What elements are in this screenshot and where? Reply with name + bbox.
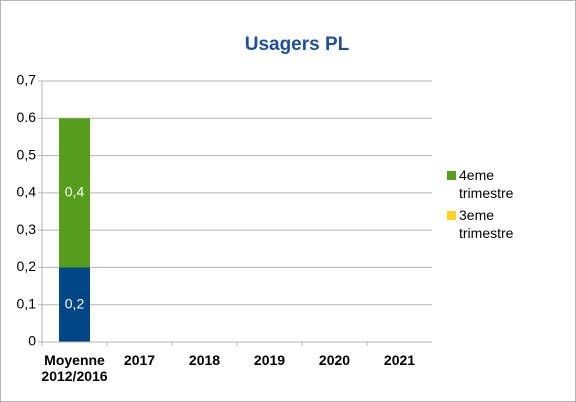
chart-title: Usagers PL — [245, 34, 350, 55]
x-tick-label: 2020 — [318, 352, 351, 368]
data-label: 0 — [201, 325, 209, 341]
y-tick-label: 0.6 — [17, 109, 37, 125]
y-tick-label: 0 — [28, 333, 36, 349]
legend-swatch — [447, 211, 456, 220]
data-label: 0 — [266, 325, 274, 341]
data-label: 0 — [396, 325, 404, 341]
x-tick-label: 2017 — [123, 352, 156, 368]
data-label: 0 — [136, 325, 144, 341]
data-label: 0 — [136, 325, 144, 341]
data-label: 0 — [331, 325, 339, 341]
data-label: 0,2 — [65, 295, 85, 311]
y-tick-label: 0,3 — [17, 221, 37, 237]
legend-label: 4eme trimestre — [459, 167, 514, 201]
legend-swatch — [447, 171, 456, 180]
x-tick-label: 2019 — [253, 352, 286, 368]
legend-label: 3eme trimestre — [459, 207, 514, 241]
x-tick-label: 2018 — [188, 352, 221, 368]
data-label: 0,4 — [65, 184, 85, 200]
y-tick-label: 0,7 — [17, 72, 37, 88]
x-tick-label: 2021 — [383, 352, 416, 368]
bar-segment — [59, 118, 90, 268]
y-tick-label: 0,1 — [17, 295, 37, 311]
y-tick-label: 0,2 — [17, 258, 37, 274]
data-label: 0 — [396, 325, 404, 341]
data-label: 0 — [331, 325, 339, 341]
y-tick-label: 0,5 — [17, 146, 37, 162]
data-label: 0 — [266, 325, 274, 341]
y-tick-label: 0,4 — [17, 184, 37, 200]
x-tick-label: Moyenne 2012/2016 — [41, 352, 108, 384]
bar-segment — [59, 267, 90, 342]
data-label: 0 — [201, 325, 209, 341]
